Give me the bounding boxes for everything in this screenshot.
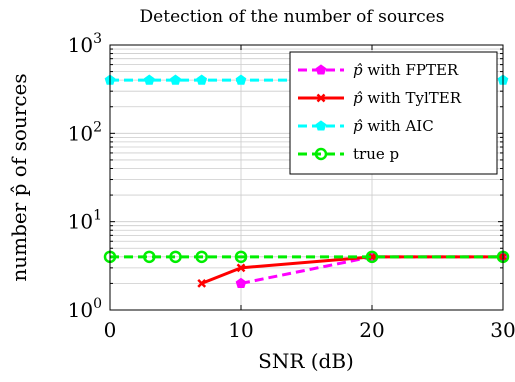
y-axis-label: number p̂ of sources bbox=[7, 73, 31, 281]
legend-marker bbox=[315, 64, 327, 75]
legend-symbol: p̂ bbox=[353, 61, 363, 79]
data-point bbox=[365, 250, 379, 264]
x-tick-label: 0 bbox=[104, 318, 117, 342]
y-tick-label-exponent: 1 bbox=[93, 208, 102, 224]
legend-marker bbox=[316, 93, 326, 103]
y-tick-label-base: 10 bbox=[68, 33, 93, 57]
data-point bbox=[234, 250, 248, 264]
legend-label: p̂ with FPTER bbox=[353, 61, 459, 79]
data-point bbox=[236, 263, 246, 273]
x-tick-label: 10 bbox=[228, 318, 253, 342]
series-3 bbox=[103, 250, 510, 264]
legend-item: true p bbox=[298, 145, 399, 163]
y-tick-label-base: 10 bbox=[68, 210, 93, 234]
legend-item: p̂ with FPTER bbox=[298, 61, 459, 79]
y-tick-label-base: 10 bbox=[68, 298, 93, 322]
data-point bbox=[235, 277, 247, 288]
legend-symbol: p̂ bbox=[353, 89, 363, 107]
x-axis-label: SNR (dB) bbox=[258, 349, 354, 373]
x-tick-label: 30 bbox=[490, 318, 515, 342]
legend-item: p̂ with TylTER bbox=[298, 89, 462, 107]
data-point bbox=[235, 74, 247, 85]
y-tick-label-base: 10 bbox=[68, 121, 93, 145]
data-point bbox=[170, 74, 181, 85]
y-tick-label-exponent: 3 bbox=[93, 31, 102, 47]
chart-title: Detection of the number of sources bbox=[140, 7, 445, 27]
legend-text: with TylTER bbox=[363, 89, 462, 107]
y-tick-label-exponent: 2 bbox=[93, 119, 102, 135]
data-point bbox=[169, 250, 182, 264]
data-point bbox=[143, 250, 156, 264]
legend-symbol: p̂ bbox=[353, 117, 363, 135]
y-tick-label: 101 bbox=[68, 208, 102, 234]
series-lines bbox=[103, 74, 510, 288]
x-tick-labels: 0 10 20 30 bbox=[104, 318, 515, 342]
data-point bbox=[196, 74, 208, 85]
plot-frame bbox=[109, 44, 504, 311]
legend-marker bbox=[314, 147, 328, 161]
data-point bbox=[367, 252, 377, 262]
y-tick-label: 103 bbox=[68, 31, 102, 57]
legend-marker bbox=[315, 120, 327, 131]
y-tick-label: 100 bbox=[68, 296, 102, 322]
legend-item: p̂ with AIC bbox=[298, 117, 434, 135]
x-tick-label: 20 bbox=[359, 318, 384, 342]
data-point bbox=[195, 250, 208, 264]
data-point bbox=[197, 279, 207, 288]
y-tick-label-exponent: 0 bbox=[93, 296, 102, 312]
legend-text: true p bbox=[353, 145, 399, 163]
legend-label: p̂ with AIC bbox=[353, 117, 434, 135]
y-tick-label: 102 bbox=[68, 119, 102, 145]
legend-label: true p bbox=[353, 145, 399, 163]
legend-text: with AIC bbox=[363, 117, 434, 135]
legend-text: with FPTER bbox=[363, 61, 459, 79]
data-point bbox=[143, 74, 155, 85]
legend-label: p̂ with TylTER bbox=[353, 89, 462, 107]
